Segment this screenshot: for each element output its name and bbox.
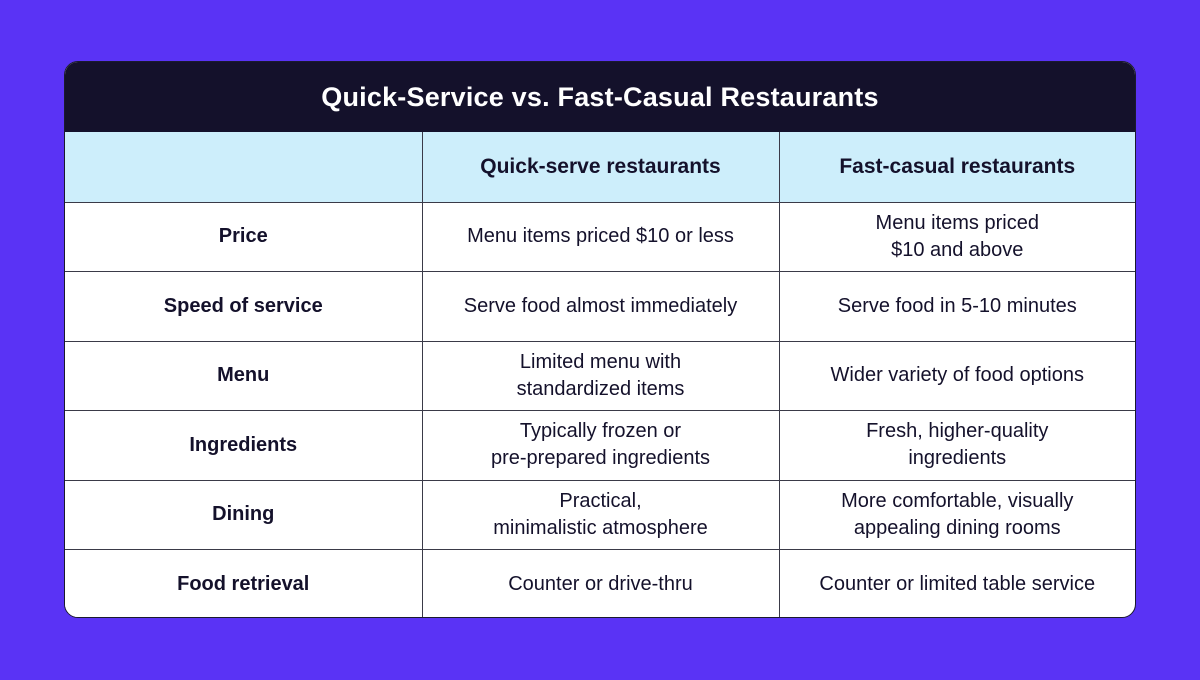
cell-line: appealing dining rooms [853, 516, 1061, 539]
comparison-card: Quick-Service vs. Fast-Casual Restaurant… [64, 61, 1136, 618]
fast-casual-cell: Wider variety of food options [778, 340, 1135, 411]
row-label: Food retrieval [65, 549, 423, 617]
quick-serve-cell: Serve food almost immediately [421, 271, 780, 342]
cell-line: Serve food in 5-10 minutes [837, 294, 1077, 317]
row-label: Price [65, 201, 423, 272]
fast-casual-cell: Counter or limited table service [778, 549, 1135, 617]
row-label: Speed of service [65, 271, 423, 342]
fast-casual-cell: More comfortable, visually appealing dini… [778, 479, 1135, 550]
table-title: Quick-Service vs. Fast-Casual Restaurant… [65, 62, 1135, 132]
cell-line: Counter or limited table service [819, 573, 1096, 595]
table-row: Food retrieval Counter or drive-thru Count… [65, 549, 1135, 617]
cell-line: ingredients [908, 447, 1007, 470]
cell-line: Serve food almost immediately [463, 294, 738, 317]
cell-line: Menu items priced [875, 211, 1039, 234]
cell-line: Practical, [559, 489, 642, 512]
header-quick-serve: Quick-serve restaurants [421, 132, 780, 203]
header-fast-casual: Fast-casual restaurants [778, 132, 1135, 203]
cell-line: Wider variety of food options [830, 364, 1084, 387]
quick-serve-cell: Menu items priced $10 or less [421, 201, 780, 272]
quick-serve-cell: Counter or drive-thru [421, 549, 780, 617]
quick-serve-cell: Practical, minimalistic atmosphere [421, 479, 780, 550]
row-label: Dining [65, 479, 423, 550]
table-row: Speed of service Serve food almost immedi… [65, 271, 1135, 342]
cell-line: Menu items priced $10 or less [467, 225, 734, 248]
row-label: Menu [65, 340, 423, 411]
header-empty [65, 132, 423, 203]
cell-line: Fresh, higher-quality [866, 420, 1049, 443]
quick-serve-cell: Limited menu with standardized items [421, 340, 780, 411]
cell-line: minimalistic atmosphere [493, 516, 708, 539]
cell-line: Counter or drive-thru [508, 573, 693, 595]
fast-casual-cell: Serve food in 5-10 minutes [778, 271, 1135, 342]
cell-line: pre-prepared ingredients [490, 447, 711, 470]
header-row: Quick-serve restaurants Fast-casual rest… [65, 132, 1135, 203]
table-row: Ingredients Typically frozen or pre-prepar… [65, 410, 1135, 481]
table-row: Price Menu items priced $10 or less Menu i… [65, 201, 1135, 272]
table-row: Dining Practical, minimalistic atmosphere M… [65, 479, 1135, 550]
cell-line: More comfortable, visually [841, 489, 1074, 512]
quick-serve-cell: Typically frozen or pre-prepared ingredie… [421, 410, 780, 481]
table-row: Menu Limited menu with standardized items W… [65, 340, 1135, 411]
table-body: Price Menu items priced $10 or less Menu i… [65, 201, 1135, 617]
fast-casual-cell: Fresh, higher-quality ingredients [778, 410, 1135, 481]
cell-line: standardized items [516, 377, 685, 400]
cell-line: Limited menu with [519, 350, 682, 373]
comparison-table: Quick-serve restaurants Fast-casual rest… [65, 132, 1135, 617]
row-label: Ingredients [65, 410, 423, 481]
cell-line: $10 and above [891, 238, 1024, 261]
cell-line: Typically frozen or [519, 420, 682, 443]
fast-casual-cell: Menu items priced $10 and above [778, 201, 1135, 272]
